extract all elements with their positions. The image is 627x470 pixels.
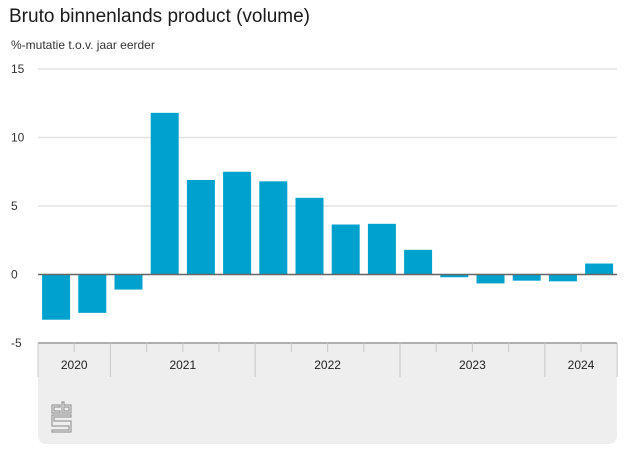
- year-label: 2024: [568, 358, 595, 372]
- bar: [150, 112, 179, 275]
- bar: [78, 274, 107, 313]
- bar: [295, 197, 324, 275]
- bars: [42, 112, 614, 320]
- y-tick-label: 0: [11, 268, 18, 282]
- year-label: 2022: [314, 358, 341, 372]
- bar: [585, 263, 614, 275]
- bar: [259, 181, 288, 275]
- bar: [404, 249, 433, 275]
- bar: [548, 274, 577, 282]
- bar: [367, 223, 396, 275]
- bar: [114, 274, 143, 290]
- bar: [512, 274, 541, 281]
- bar: [440, 274, 469, 278]
- year-label: 2021: [169, 358, 196, 372]
- y-tick-label: -5: [11, 336, 22, 350]
- chart-subtitle: %-mutatie t.o.v. jaar eerder: [11, 38, 155, 52]
- y-tick-label: 10: [11, 131, 25, 145]
- x-axis-panel: [38, 343, 617, 444]
- y-tick-label: 5: [11, 199, 18, 213]
- gridlines: [38, 68, 617, 207]
- chart-title: Bruto binnenlands product (volume): [9, 6, 311, 27]
- bar: [186, 179, 215, 275]
- y-tick-label: 15: [11, 62, 25, 76]
- x-axis: 2020 2021 2022 2023 2024: [37, 342, 618, 377]
- bar: [331, 224, 360, 275]
- cbs-logo-icon: [51, 401, 72, 433]
- y-axis-ticks: 15 10 5 0 -5: [11, 62, 25, 350]
- bar: [223, 171, 252, 275]
- bar: [476, 274, 505, 284]
- bar: [42, 274, 71, 320]
- year-label: 2023: [459, 358, 486, 372]
- year-label: 2020: [61, 358, 88, 372]
